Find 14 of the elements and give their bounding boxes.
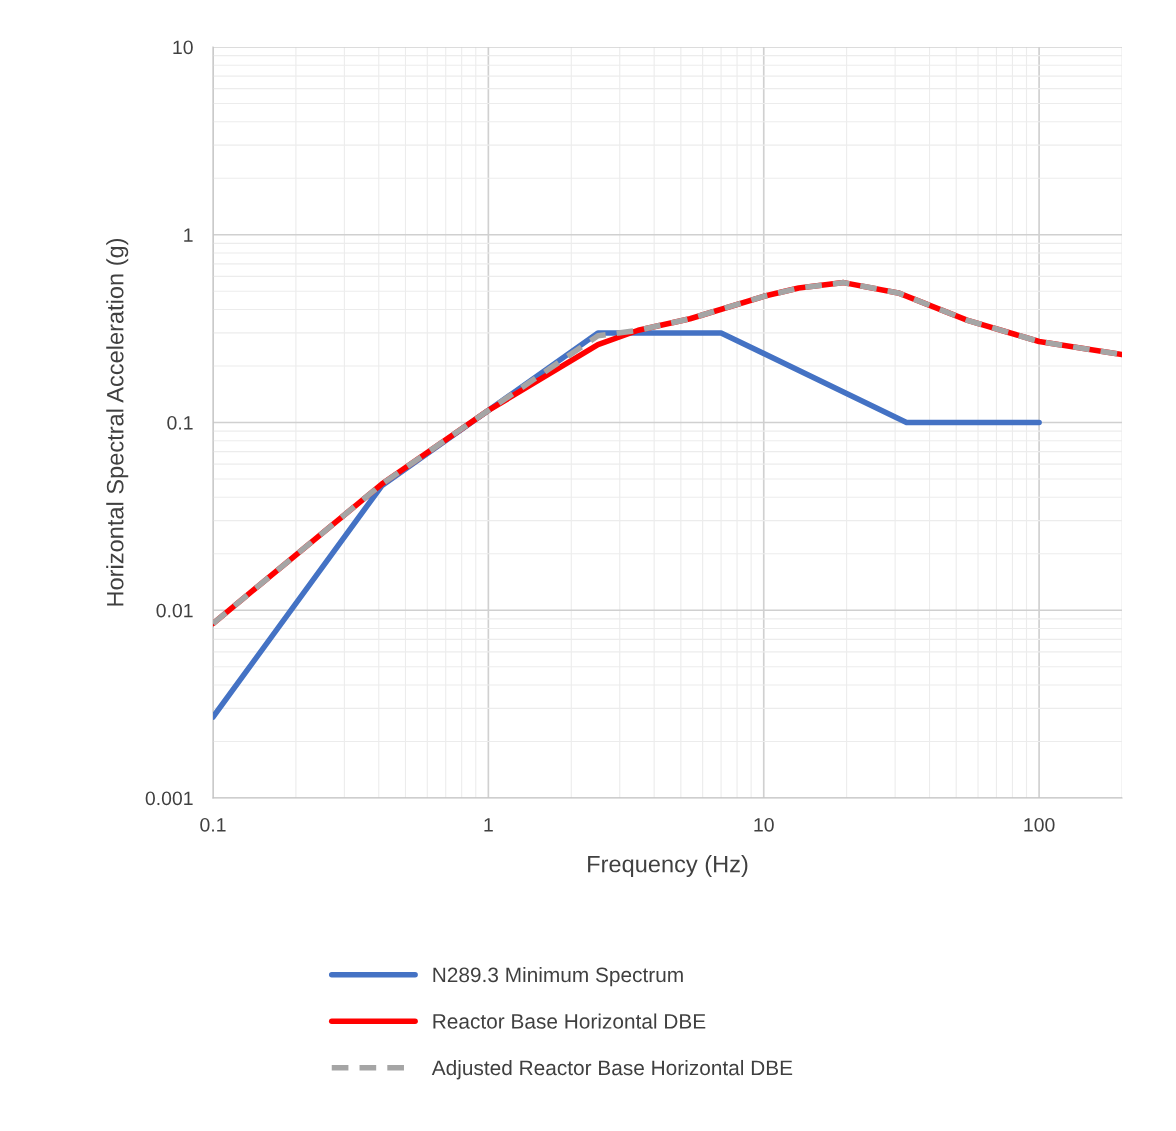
x-tick-label: 0.1 xyxy=(200,817,226,832)
legend-label: Adjusted Reactor Base Horizontal DBE xyxy=(431,1059,793,1080)
legend-label: N289.3 Minimum Spectrum xyxy=(433,966,683,987)
legend-label: Reactor Base Horizontal DBE xyxy=(433,1013,706,1029)
x-axis-title: Frequency (Hz) xyxy=(588,855,748,878)
y-tick-label: 10 xyxy=(173,40,193,55)
y-tick-label: 0.01 xyxy=(156,603,193,618)
y-tick-label: 0.001 xyxy=(145,791,193,806)
y-tick-label: 0.1 xyxy=(167,415,193,430)
x-tick-label: 10 xyxy=(754,817,774,832)
x-tick-label: 100 xyxy=(1024,817,1055,832)
x-tick-label: 1 xyxy=(484,818,493,832)
y-tick-label: 1 xyxy=(184,228,193,242)
y-axis-title: Horizontal Spectral Acceleration (g) xyxy=(106,238,129,606)
